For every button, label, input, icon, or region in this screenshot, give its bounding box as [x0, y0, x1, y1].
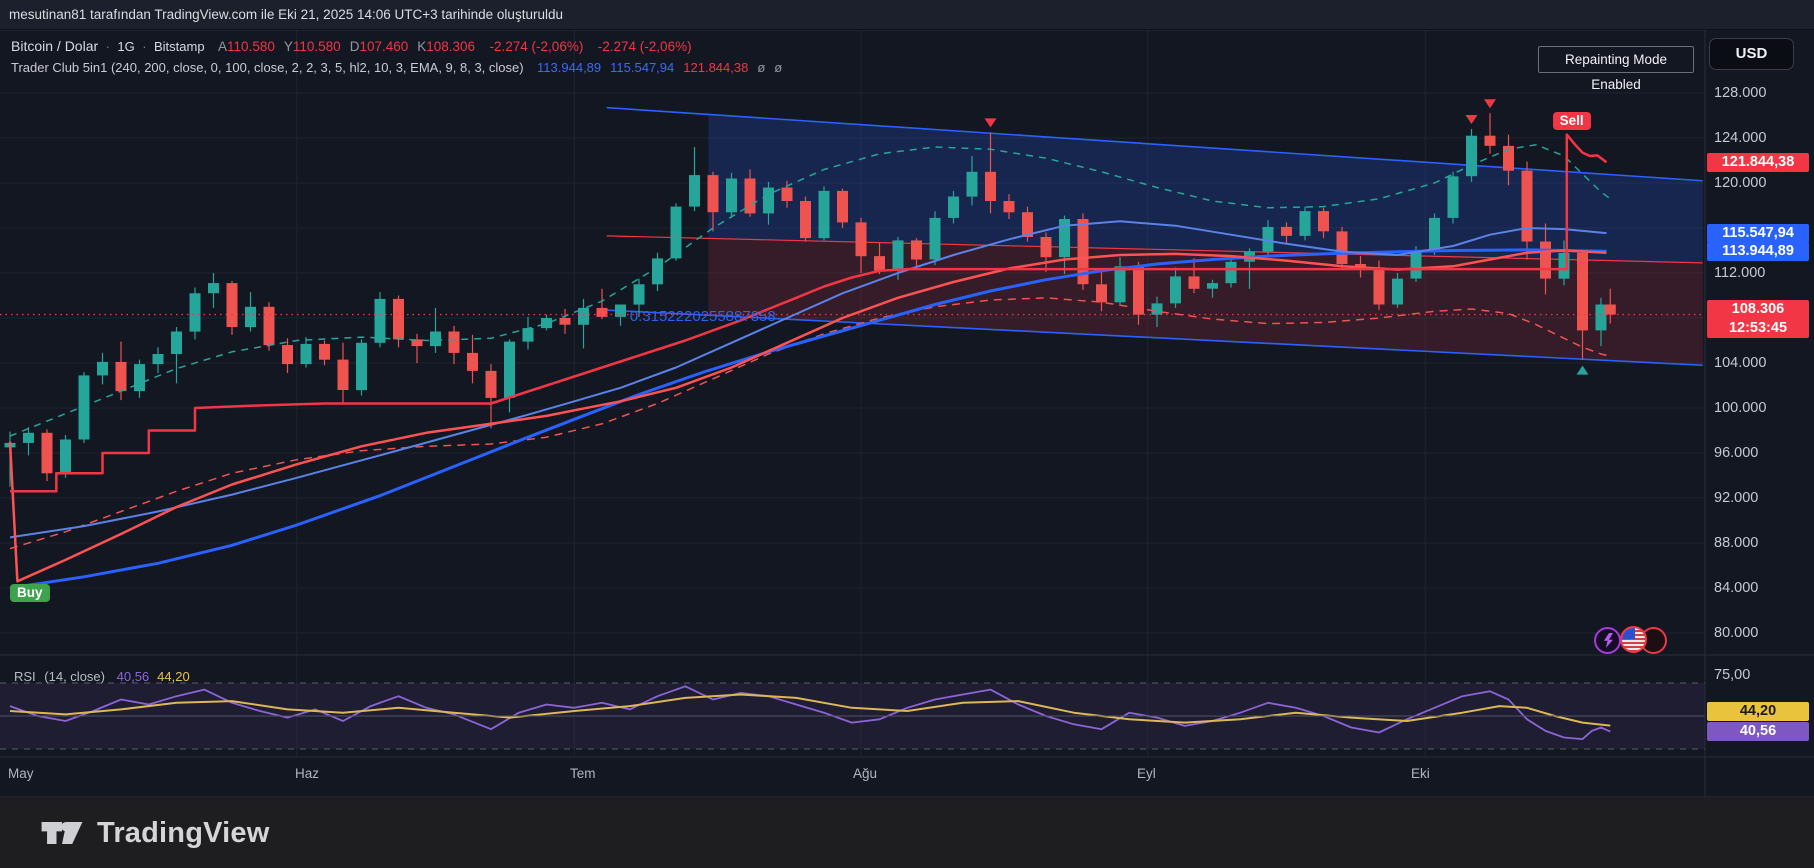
separator: · — [105, 39, 110, 54]
rsi-ma-yellow — [9, 693, 1611, 727]
price-axis[interactable]: 128.000 124.000 120.000 112.000 104.000 100.0… — [1705, 30, 1814, 797]
ma-blue-fast — [9, 220, 1607, 539]
ma-blue-slow — [9, 248, 1607, 590]
ohlc-key: K — [417, 39, 427, 54]
price-label-box: 115.547,94 — [1707, 224, 1809, 243]
channel-top-line — [606, 106, 1703, 182]
lightning-icon[interactable] — [1594, 627, 1621, 654]
chart-legend: Bitcoin / Dolar · 1G · Bitstamp A110.580… — [11, 36, 782, 78]
channel-bottom-line — [606, 309, 1703, 367]
price-tick: 104.000 — [1714, 355, 1767, 371]
indicator-value: 121.844,38 — [683, 60, 749, 75]
indicator-value: 44,20 — [157, 669, 190, 684]
change-value-2: -2.274 (-2,06%) — [597, 39, 692, 54]
symbol-timeframe[interactable]: 1G — [117, 39, 135, 54]
price-tick: 112.000 — [1714, 265, 1766, 281]
rsi-legend[interactable]: RSI (14, close) 40,56 44,20 — [14, 669, 190, 684]
currency-usd-button[interactable]: USD — [1709, 38, 1794, 70]
rsi-params: (14, close) — [44, 669, 105, 684]
indicator-values: 113.944,89 115.547,94 121.844,38 ø ø — [528, 59, 782, 76]
sell-triangle-marker — [1484, 99, 1496, 109]
tradingview-logo-icon — [41, 822, 83, 844]
rsi-tick: 75,00 — [1714, 667, 1751, 683]
rsi-label-box: 44,20 — [1707, 702, 1809, 721]
trail-stop-red — [10, 133, 1608, 493]
month-label: Tem — [570, 766, 596, 781]
repainting-mode-badge[interactable]: Repainting Mode Enabled — [1538, 46, 1694, 92]
buy-signal-label: Buy — [10, 583, 50, 602]
month-label: May — [8, 766, 34, 781]
price-tick: 92.000 — [1714, 490, 1759, 506]
ohlc-value: 110.580 — [227, 39, 275, 54]
price-tick: 96.000 — [1714, 445, 1759, 461]
price-tick: 100.000 — [1714, 400, 1767, 416]
attribution-bar: mesutinan81 tarafından TradingView.com i… — [0, 0, 1814, 30]
rsi-values: 40,56 44,20 — [109, 669, 190, 684]
symbol-row[interactable]: Bitcoin / Dolar · 1G · Bitstamp A110.580… — [11, 36, 782, 57]
channel-mid-line — [606, 235, 1703, 264]
countdown-timer: 12:53:45 — [1728, 320, 1788, 336]
us-flag-icon[interactable] — [1620, 626, 1647, 653]
price-tick: 128.000 — [1714, 85, 1767, 101]
buy-triangle-marker — [1576, 365, 1589, 375]
ohlc-key: D — [349, 39, 360, 54]
tradingview-logo[interactable]: TradingView — [40, 813, 270, 853]
month-label: Haz — [295, 766, 320, 781]
ohlc-values: A110.580 Y110.580 D107.460 K108.306 — [209, 38, 475, 55]
price-tick: 84.000 — [1714, 580, 1759, 596]
ohlc-value: 107.460 — [359, 39, 409, 54]
footer-bar: TradingView — [0, 797, 1814, 868]
price-tick: 88.000 — [1714, 535, 1759, 551]
price-label-box: 113.944,89 — [1707, 242, 1809, 261]
symbol-title[interactable]: Bitcoin / Dolar — [11, 38, 99, 54]
month-label: Eyl — [1137, 766, 1156, 781]
symbol-exchange: Bitstamp — [154, 39, 205, 54]
price-label-box: 121.844,38 — [1707, 153, 1809, 172]
price-label-box: 108.306 12:53:45 — [1707, 300, 1809, 338]
tradingview-logo-text: TradingView — [97, 816, 270, 849]
sell-signal-label: Sell — [1552, 111, 1591, 130]
ohlc-value: 110.580 — [292, 39, 341, 54]
month-label: Ağu — [853, 766, 878, 781]
indicator-row[interactable]: Trader Club 5in1 (240, 200, close, 0, 10… — [11, 57, 782, 78]
attribution-text: mesutinan81 tarafından TradingView.com i… — [9, 7, 563, 22]
ohlc-key: Y — [283, 39, 293, 54]
price-tick: 124.000 — [1714, 130, 1767, 146]
separator: · — [142, 39, 147, 54]
price-tick: 120.000 — [1714, 175, 1767, 191]
ohlc-key: A — [218, 39, 228, 54]
flag-canton — [1622, 628, 1635, 639]
sell-triangle-marker — [1465, 115, 1478, 124]
time-axis[interactable]: May Haz Tem Ağu Eyl Eki — [0, 757, 1705, 797]
rsi-label-box: 40,56 — [1707, 722, 1809, 741]
indicator-value: 40,56 — [116, 669, 150, 684]
red-band-lower — [9, 297, 1611, 550]
indicator-value: ø — [774, 60, 783, 75]
green-band-upper — [9, 143, 1611, 437]
sell-triangle-marker — [984, 118, 997, 128]
fib-level-annotation: 0.3152220255887858 — [629, 307, 776, 325]
lightning-bolt-glyph — [1604, 633, 1613, 648]
indicator-title[interactable]: Trader Club 5in1 (240, 200, close, 0, 10… — [11, 60, 524, 75]
ohlc-value: 108.306 — [426, 39, 476, 54]
rsi-title[interactable]: RSI — [14, 669, 36, 684]
price-tick: 80.000 — [1714, 625, 1759, 641]
change-value: -2.274 (-2,06%) — [489, 39, 584, 54]
channel-fill-upper — [708, 114, 1703, 263]
indicator-value: 113.944,89 — [537, 60, 602, 75]
indicator-value: ø — [757, 60, 766, 75]
indicator-value: 115.547,94 — [610, 60, 675, 75]
month-label: Eki — [1411, 766, 1430, 781]
